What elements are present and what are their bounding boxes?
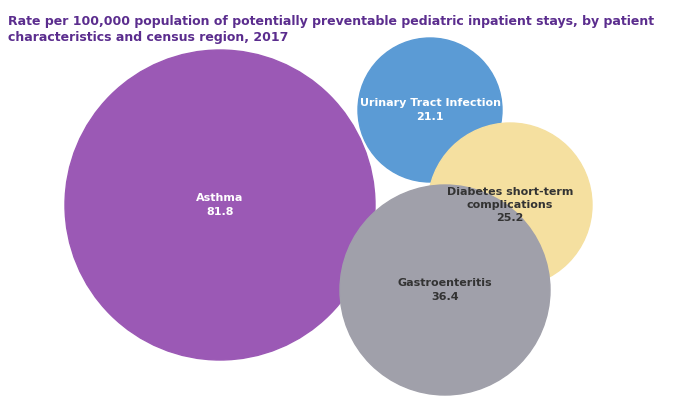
Text: Gastroenteritis
36.4: Gastroenteritis 36.4	[398, 278, 492, 302]
Text: Asthma
81.8: Asthma 81.8	[197, 193, 243, 217]
Circle shape	[65, 50, 375, 360]
Circle shape	[428, 123, 592, 287]
Circle shape	[340, 185, 550, 395]
Text: Urinary Tract Infection
21.1: Urinary Tract Infection 21.1	[360, 98, 500, 122]
Text: Diabetes short-term
complications
25.2: Diabetes short-term complications 25.2	[447, 187, 573, 223]
Text: Rate per 100,000 population of potentially preventable pediatric inpatient stays: Rate per 100,000 population of potential…	[8, 15, 654, 44]
Circle shape	[358, 38, 502, 182]
